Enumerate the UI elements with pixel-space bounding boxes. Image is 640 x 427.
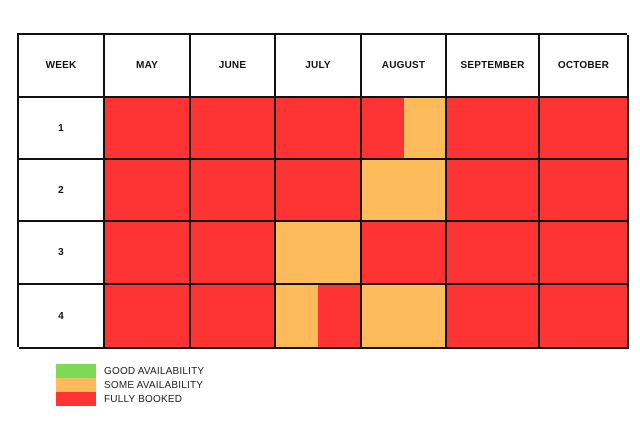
availability-cell (276, 160, 362, 222)
availability-cell (362, 285, 447, 349)
header-month: MAY (105, 35, 191, 98)
availability-cell (447, 285, 540, 349)
legend-label: GOOD AVAILABILITY (104, 365, 205, 377)
availability-cell (105, 98, 191, 160)
availability-table: WEEK MAY JUNE JULY AUGUST SEPTEMBER OCTO… (17, 33, 629, 349)
legend-item-good: GOOD AVAILABILITY (56, 364, 204, 378)
legend: GOOD AVAILABILITY SOME AVAILABILITY FULL… (56, 364, 204, 406)
availability-cell (362, 160, 447, 222)
availability-cell (105, 160, 191, 222)
header-week: WEEK (19, 35, 105, 98)
availability-cell (447, 160, 540, 222)
availability-cell (540, 98, 629, 160)
availability-segment-full (362, 98, 404, 158)
availability-cell (191, 285, 276, 349)
legend-swatch-good (56, 364, 96, 378)
availability-cell (362, 98, 447, 160)
header-month: AUGUST (362, 35, 447, 98)
availability-cell (447, 98, 540, 160)
week-label: 2 (19, 160, 105, 222)
availability-cell (105, 222, 191, 285)
legend-item-some: SOME AVAILABILITY (56, 378, 204, 392)
header-month: JULY (276, 35, 362, 98)
availability-cell (447, 222, 540, 285)
availability-segment-some (403, 98, 445, 158)
legend-label: FULLY BOOKED (104, 393, 183, 405)
availability-cell (191, 160, 276, 222)
legend-label: SOME AVAILABILITY (104, 379, 204, 391)
availability-cell (276, 285, 362, 349)
header-month: JUNE (191, 35, 276, 98)
availability-segment-full (318, 285, 360, 347)
legend-item-full: FULLY BOOKED (56, 392, 204, 406)
legend-swatch-full (56, 392, 96, 406)
availability-cell (276, 98, 362, 160)
availability-cell (540, 285, 629, 349)
availability-segment-some (276, 285, 318, 347)
availability-cell (105, 285, 191, 349)
week-label: 1 (19, 98, 105, 160)
availability-cell (276, 222, 362, 285)
availability-cell (191, 222, 276, 285)
availability-cell (540, 222, 629, 285)
header-month: SEPTEMBER (447, 35, 540, 98)
availability-cell (191, 98, 276, 160)
header-month: OCTOBER (540, 35, 629, 98)
week-label: 4 (19, 285, 105, 349)
availability-cell (362, 222, 447, 285)
legend-swatch-some (56, 378, 96, 392)
availability-cell (540, 160, 629, 222)
week-label: 3 (19, 222, 105, 285)
